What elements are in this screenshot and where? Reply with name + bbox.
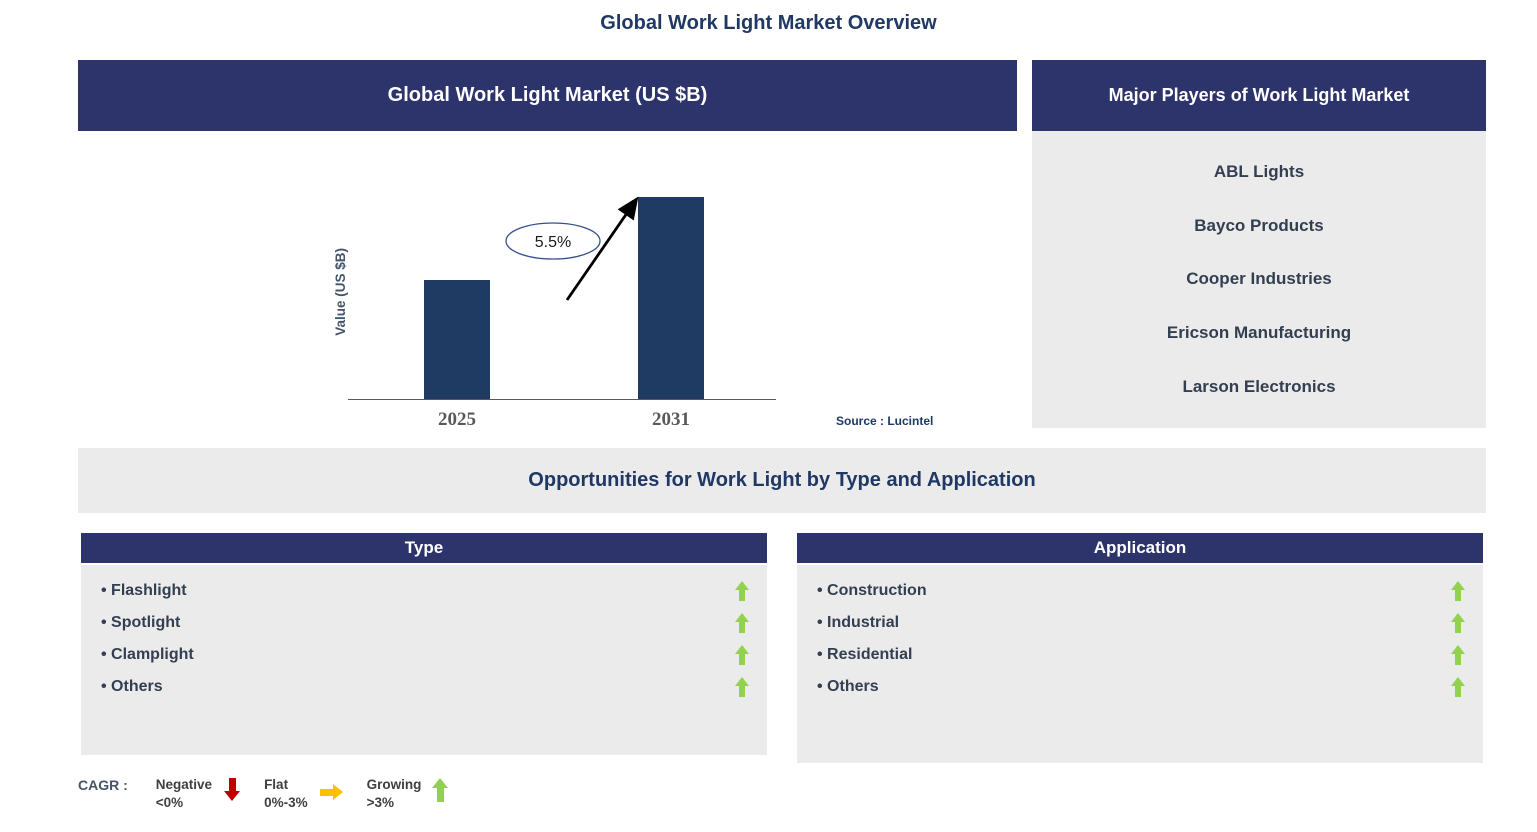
growing-up-arrow-icon xyxy=(1451,613,1465,633)
legend-name: Negative xyxy=(155,777,213,792)
application-item-label: Construction xyxy=(817,582,927,600)
growing-up-arrow-icon xyxy=(735,613,749,633)
list-item: Residential xyxy=(817,639,1465,671)
list-item: Clamplight xyxy=(101,639,749,671)
growing-up-arrow-icon xyxy=(1451,581,1465,601)
player-item: Ericson Manufacturing xyxy=(1166,323,1352,343)
type-item-label: Others xyxy=(101,678,163,696)
growing-up-arrow-icon xyxy=(735,645,749,665)
growing-up-arrow-icon xyxy=(735,581,749,601)
type-item-label: Spotlight xyxy=(101,614,180,632)
bar-chart-plot-area xyxy=(348,185,776,400)
list-item: Industrial xyxy=(817,607,1465,639)
negative-down-arrow-icon xyxy=(224,778,241,801)
type-panel-list: Flashlight Spotlight Clamplight Others xyxy=(81,565,767,755)
legend-range: <0% xyxy=(155,794,184,810)
major-players-header: Major Players of Work Light Market xyxy=(1032,60,1486,131)
type-panel-header: Type xyxy=(81,533,767,563)
type-item-label: Flashlight xyxy=(101,582,187,600)
bar-2025 xyxy=(424,280,490,399)
cagr-legend: CAGR : Negative <0% Flat 0%-3% Growing >… xyxy=(78,776,471,811)
growing-up-arrow-icon xyxy=(1451,677,1465,697)
page-title: Global Work Light Market Overview xyxy=(600,12,937,34)
major-players-list: ABL Lights Bayco Products Cooper Industr… xyxy=(1032,131,1486,428)
growing-up-arrow-icon xyxy=(735,677,749,697)
legend-item-negative: Negative <0% xyxy=(155,776,241,811)
growing-up-arrow-icon xyxy=(432,778,449,802)
application-item-label: Industrial xyxy=(817,614,899,632)
application-panel-list: Construction Industrial Residential Othe… xyxy=(797,565,1483,763)
type-item-label: Clamplight xyxy=(101,646,194,664)
legend-name: Growing xyxy=(366,777,422,792)
application-panel-header: Application xyxy=(797,533,1483,563)
player-item: Bayco Products xyxy=(1194,215,1324,235)
opportunities-section-title: Opportunities for Work Light by Type and… xyxy=(78,448,1486,513)
source-credit: Source : Lucintel xyxy=(836,414,934,428)
player-item: ABL Lights xyxy=(1213,161,1305,181)
list-item: Spotlight xyxy=(101,607,749,639)
legend-item-growing: Growing >3% xyxy=(366,776,449,811)
list-item: Flashlight xyxy=(101,575,749,607)
list-item: Others xyxy=(817,671,1465,703)
application-item-label: Residential xyxy=(817,646,912,664)
legend-name: Flat xyxy=(264,777,289,792)
x-tick-2025: 2025 xyxy=(438,409,476,430)
list-item: Construction xyxy=(817,575,1465,607)
application-item-label: Others xyxy=(817,678,879,696)
x-tick-2031: 2031 xyxy=(652,409,690,430)
bar-2031 xyxy=(638,197,704,399)
flat-right-arrow-icon xyxy=(319,784,343,800)
cagr-legend-label: CAGR : xyxy=(78,777,128,793)
player-item: Larson Electronics xyxy=(1182,377,1336,397)
player-item: Cooper Industries xyxy=(1186,269,1332,289)
y-axis-label: Value (US $B) xyxy=(332,248,348,336)
legend-range: >3% xyxy=(366,794,394,810)
legend-range: 0%-3% xyxy=(264,794,308,810)
growing-up-arrow-icon xyxy=(1451,645,1465,665)
legend-item-flat: Flat 0%-3% xyxy=(264,776,343,811)
chart-panel-header: Global Work Light Market (US $B) xyxy=(78,60,1017,131)
list-item: Others xyxy=(101,671,749,703)
